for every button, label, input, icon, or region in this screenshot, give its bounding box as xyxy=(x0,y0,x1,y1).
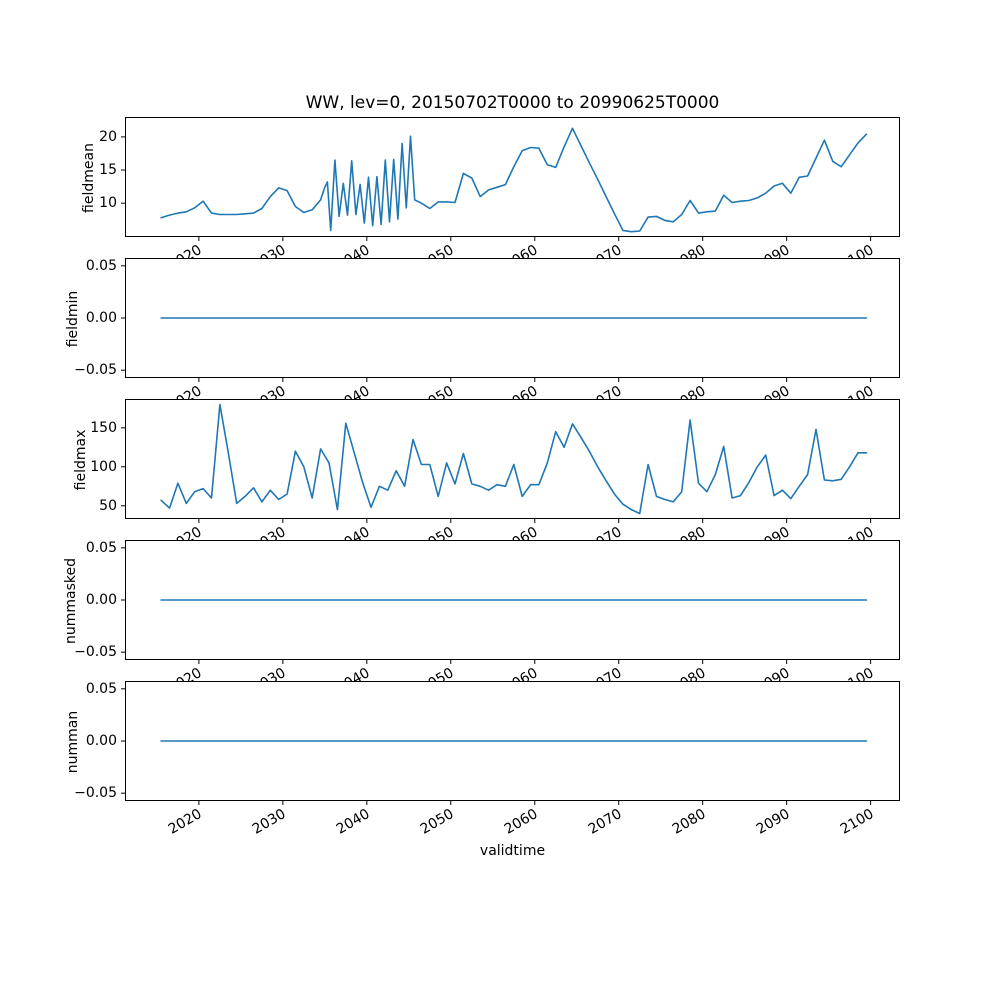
figure-title: WW, lev=0, 20150702T0000 to 20990625T000… xyxy=(305,93,720,113)
x-tick-label: 2080 xyxy=(669,806,709,838)
fieldmean-line xyxy=(160,127,868,233)
fieldmin-plot-area xyxy=(121,265,872,382)
y-tick-label: −0.05 xyxy=(74,785,117,802)
x-tick-label: 2050 xyxy=(417,806,457,838)
y-tick-label: −0.05 xyxy=(74,644,117,661)
tick-marks xyxy=(121,265,872,382)
x-axis-label: validtime xyxy=(479,843,546,859)
numman-plot-area xyxy=(121,688,872,805)
tick-marks xyxy=(121,136,872,241)
subplot-nummasked: nummasked −0.050.000.0520202030204020502… xyxy=(63,540,900,697)
subplot-fieldmean: fieldmean 101520202020302040205020602070… xyxy=(81,117,900,274)
y-tick-label: 0.00 xyxy=(85,592,117,608)
x-tick-label: 2040 xyxy=(333,806,373,838)
y-tick-label: 0.05 xyxy=(85,257,117,274)
x-tick-label: 2060 xyxy=(501,806,541,838)
fieldmean-plot-area xyxy=(121,127,872,241)
x-tick-label: 2020 xyxy=(166,806,205,838)
y-tick-label: 50 xyxy=(99,497,117,514)
y-tick-label: −0.05 xyxy=(74,362,117,379)
x-tick-label: 2030 xyxy=(249,806,289,838)
y-tick-label: 150 xyxy=(90,419,117,436)
y-tick-label: 0.05 xyxy=(85,539,117,556)
x-tick-label: 2070 xyxy=(585,806,625,838)
x-tick-label: 2090 xyxy=(753,806,793,838)
tick-marks xyxy=(121,427,872,523)
y-tick-label: 0.05 xyxy=(85,680,117,697)
tick-marks xyxy=(121,547,872,664)
y-tick-label: 10 xyxy=(99,195,117,212)
fieldmax-plot-area xyxy=(121,403,872,523)
tick-marks xyxy=(121,688,872,805)
subplot-fieldmin: fieldmin −0.050.000.05202020302040205020… xyxy=(65,258,900,415)
subplot-numman: numman −0.05 0.00 0.05 2020 2030 2040 2050 2060… xyxy=(65,681,900,838)
subplot-fieldmax: fieldmax 5010015020202030204020502060207… xyxy=(73,399,900,556)
y-tick-label: 15 xyxy=(99,162,117,179)
y-tick-label: 100 xyxy=(90,458,117,475)
nummasked-plot-area xyxy=(121,547,872,664)
y-tick-label: 0.00 xyxy=(85,733,117,749)
y-tick-label: 20 xyxy=(99,128,117,145)
fieldmax-line xyxy=(160,403,868,515)
y-tick-label: 0.00 xyxy=(85,310,117,326)
x-tick-label: 2100 xyxy=(837,806,877,838)
